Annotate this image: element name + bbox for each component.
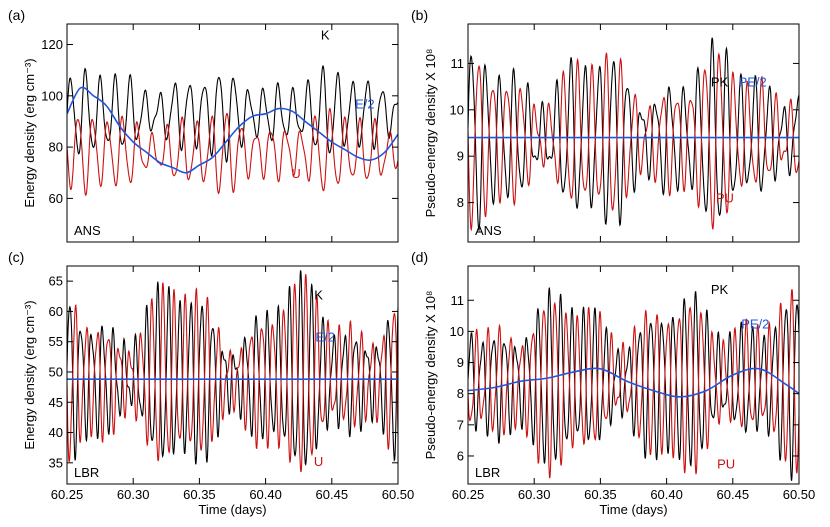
series-annotation: PE/2 xyxy=(739,75,767,90)
y-tick-label: 11 xyxy=(451,293,465,308)
y-tick-label: 10 xyxy=(450,324,464,339)
y-axis-label: Energy density (erg cm⁻³) xyxy=(22,58,37,207)
series-u xyxy=(67,274,398,473)
panel-caption: LBR xyxy=(475,465,500,480)
x-tick-label: 60.30 xyxy=(117,487,150,502)
x-tick-label: 60.25 xyxy=(452,487,485,502)
x-tick-label: 60.45 xyxy=(316,487,349,502)
series-annotation: U xyxy=(314,454,323,469)
series-pe-2 xyxy=(468,367,799,398)
series-annotation: E/2 xyxy=(315,330,335,345)
x-tick-label: 60.45 xyxy=(717,487,750,502)
y-tick-label: 35 xyxy=(49,455,63,470)
panel-caption: LBR xyxy=(74,465,99,480)
panel-d: 6 7 8 9 10 11 60.25 60.30 60.35 60.40 60.45 60.50 Ps… xyxy=(411,249,815,517)
y-tick-label: 9 xyxy=(457,149,464,164)
plot-area xyxy=(468,37,799,232)
y-tick-label: 11 xyxy=(451,56,465,71)
y-tick-label: 7 xyxy=(457,417,464,432)
x-tick-label: 60.40 xyxy=(249,487,282,502)
x-tick-label: 60.25 xyxy=(51,487,84,502)
series-annotation: K xyxy=(321,27,330,42)
y-tick-label: 60 xyxy=(49,191,63,206)
y-tick-label: 40 xyxy=(49,425,63,440)
x-tick-label: 60.50 xyxy=(783,487,816,502)
x-axis-label: Time (days) xyxy=(599,502,667,517)
panel-a: 60 80 100 120 Energy density (erg cm⁻³) (a) AN… xyxy=(8,7,399,243)
axes-frame xyxy=(66,23,399,243)
x-tick-label: 60.40 xyxy=(650,487,683,502)
axes-frame xyxy=(66,265,399,485)
panel-letter: (a) xyxy=(8,7,25,23)
panel-b: 8 9 10 11 Pseudo-energy density X 10⁸ (b) ANS P… xyxy=(411,7,800,243)
panel-c: 35 40 45 50 55 60 65 60.25 60.30 60.35 60.40 60.45 6… xyxy=(8,249,414,517)
plot-area xyxy=(67,64,398,197)
series-annotation: E/2 xyxy=(355,97,375,112)
y-axis-label: Energy density (erg cm⁻³) xyxy=(22,300,37,449)
series-pu xyxy=(468,289,799,479)
panel-letter: (d) xyxy=(411,249,428,265)
x-tick-label: 60.35 xyxy=(183,487,216,502)
y-tick-label: 8 xyxy=(457,386,464,401)
x-tick-label: 60.50 xyxy=(382,487,415,502)
x-axis-label: Time (days) xyxy=(198,502,266,517)
series-annotation: PU xyxy=(717,456,735,471)
y-tick-label: 55 xyxy=(49,334,63,349)
plot-area xyxy=(468,287,799,481)
axes-frame xyxy=(467,23,800,243)
series-annotation: K xyxy=(314,287,323,302)
series-annotation: PK xyxy=(711,282,729,297)
y-tick-label: 6 xyxy=(457,448,464,463)
x-tick-label: 60.35 xyxy=(584,487,617,502)
y-tick-label: 50 xyxy=(49,364,63,379)
panel-caption: ANS xyxy=(74,223,101,238)
y-tick-label: 80 xyxy=(49,140,63,155)
y-tick-label: 65 xyxy=(49,274,63,289)
axes-frame xyxy=(467,265,800,485)
y-tick-label: 9 xyxy=(457,355,464,370)
y-axis-label: Pseudo-energy density X 10⁸ xyxy=(423,49,438,218)
y-tick-label: 8 xyxy=(457,195,464,210)
series-annotation: PE/2 xyxy=(741,316,769,331)
series-annotation: PK xyxy=(711,75,729,90)
y-tick-label: 10 xyxy=(450,102,464,117)
panel-caption: ANS xyxy=(475,223,502,238)
series-annotation: U xyxy=(291,166,300,181)
series-annotation: PU xyxy=(716,191,734,206)
y-axis-label: Pseudo-energy density X 10⁸ xyxy=(423,291,438,460)
series-pk xyxy=(468,37,799,232)
x-tick-label: 60.30 xyxy=(518,487,551,502)
panel-letter: (b) xyxy=(411,7,428,23)
y-tick-label: 100 xyxy=(41,88,63,103)
y-tick-label: 120 xyxy=(41,37,63,52)
panel-letter: (c) xyxy=(8,249,24,265)
y-tick-label: 60 xyxy=(49,304,63,319)
series-pu xyxy=(468,52,799,232)
plot-area xyxy=(67,270,398,473)
series-e-2 xyxy=(67,86,398,174)
y-tick-label: 45 xyxy=(49,395,63,410)
series-u xyxy=(67,107,398,197)
